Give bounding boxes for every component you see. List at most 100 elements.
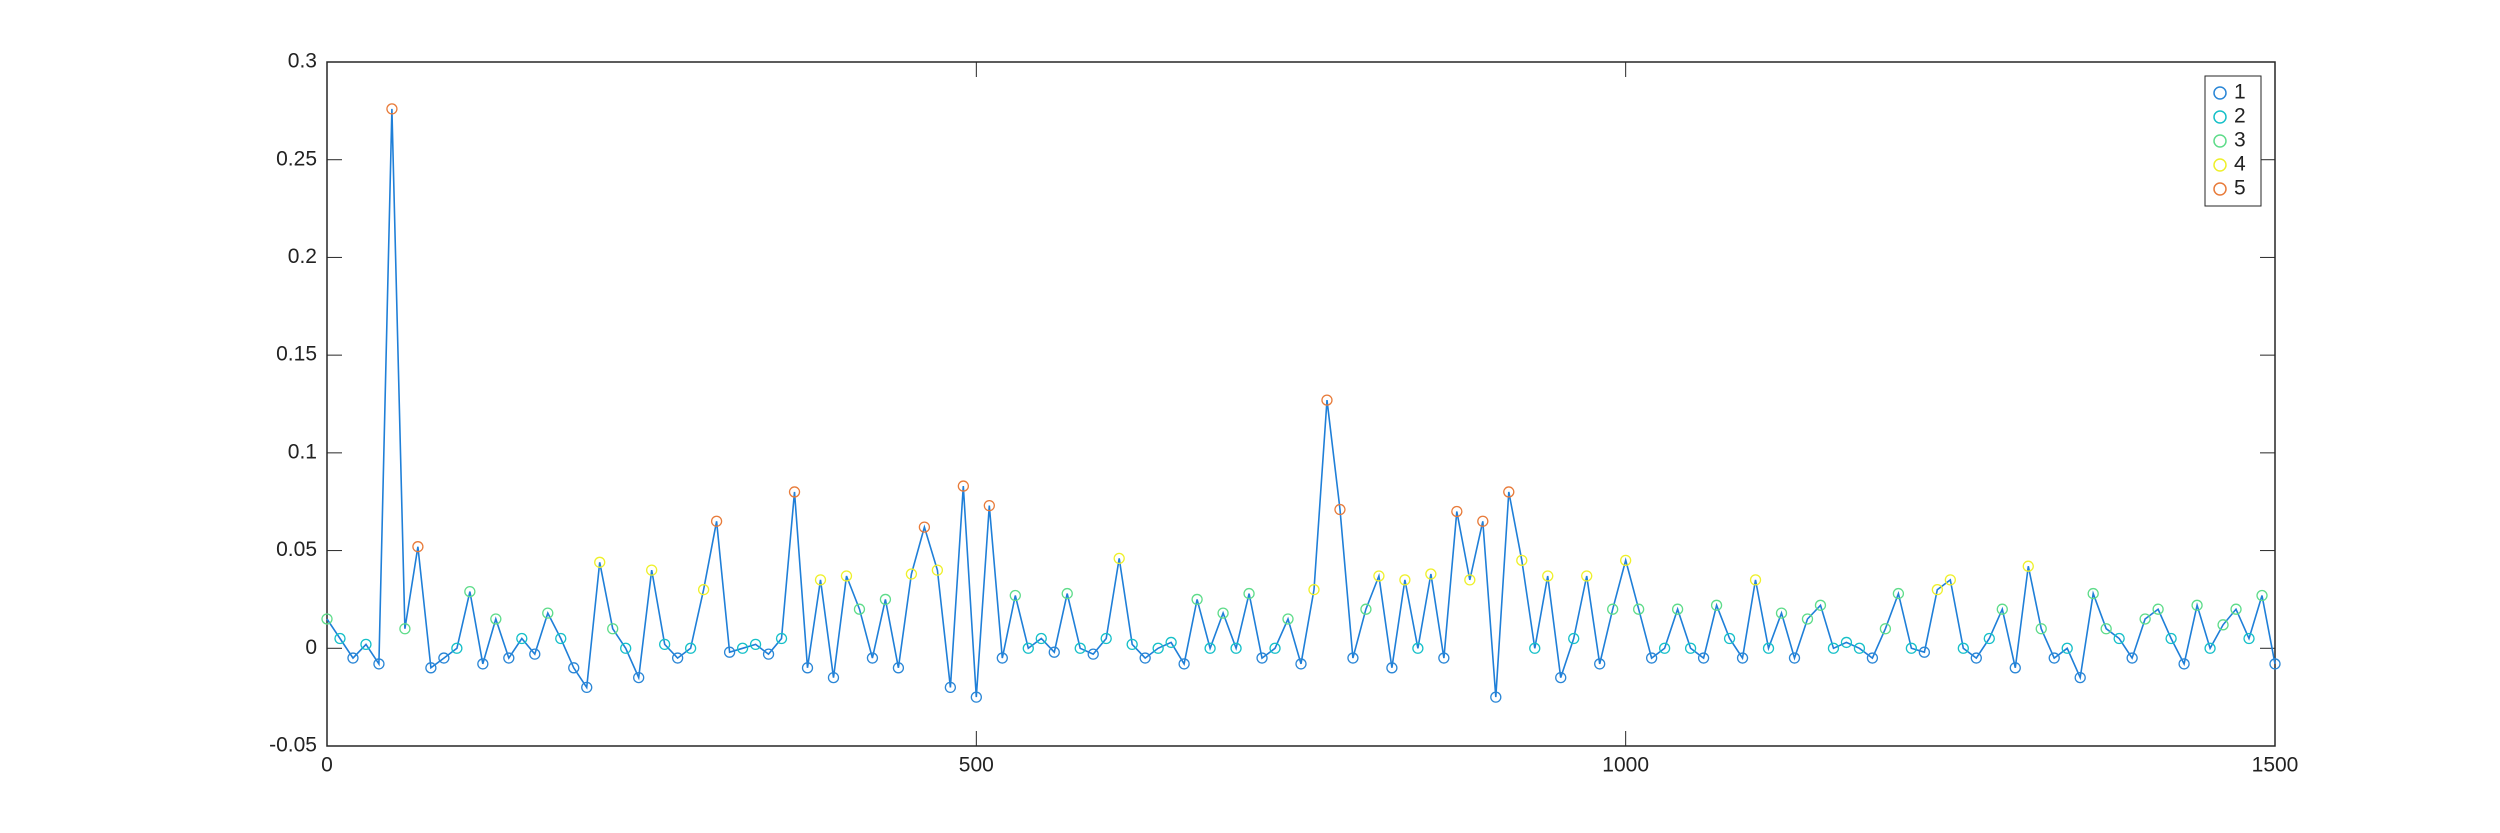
data-point (1100, 632, 1112, 645)
data-point (1879, 623, 1892, 635)
data-point (425, 662, 437, 674)
plot-area (326, 61, 2276, 747)
x-tick-label: 1000 (1602, 754, 1649, 777)
y-tick-label: 0 (305, 636, 317, 659)
data-point (866, 652, 879, 664)
data-point (1905, 642, 1918, 654)
data-point (1243, 587, 1255, 600)
data-point (814, 574, 827, 586)
data-point (451, 642, 463, 654)
y-tick-label: 0.2 (288, 245, 317, 268)
data-point (2087, 587, 2099, 600)
legend-label: 1 (2234, 81, 2246, 104)
data-point (594, 556, 606, 568)
data-point (1191, 593, 1203, 606)
data-point (801, 662, 814, 674)
data-point (1866, 652, 1879, 664)
data-point (879, 593, 892, 606)
data-point (1022, 642, 1034, 654)
data-point (1931, 584, 1943, 596)
data-point (1607, 603, 1619, 615)
data-point (2113, 632, 2125, 645)
data-point (892, 662, 905, 674)
data-point (1633, 603, 1645, 615)
data-point (1775, 607, 1788, 619)
data-point (1762, 642, 1775, 654)
data-point (1503, 486, 1515, 498)
data-point (983, 499, 995, 512)
data-point (2204, 642, 2216, 654)
data-point (1282, 613, 1294, 625)
data-point (1568, 632, 1580, 645)
data-point (1490, 691, 1502, 703)
data-point (1542, 570, 1554, 582)
data-point (555, 632, 567, 645)
data-point (1957, 642, 1969, 654)
data-point (2061, 642, 2073, 654)
data-point (827, 671, 840, 684)
data-point (1788, 652, 1801, 664)
data-point (1814, 599, 1827, 611)
data-point (762, 648, 775, 660)
y-tick-label: 0.05 (276, 538, 317, 561)
data-point (581, 681, 593, 694)
x-tick-label: 0 (321, 754, 333, 777)
data-point (775, 632, 788, 645)
data-point (1412, 642, 1424, 654)
data-point (633, 671, 645, 684)
data-point (710, 515, 723, 527)
data-point (373, 658, 385, 670)
data-point (1035, 632, 1047, 645)
data-point (1204, 642, 1216, 654)
legend-label: 3 (2234, 129, 2246, 152)
legend-label: 4 (2234, 153, 2246, 176)
data-point (2269, 658, 2281, 670)
data-point (1139, 652, 1151, 664)
data-point (360, 638, 372, 651)
data-point (1918, 646, 1931, 658)
data-point (386, 103, 398, 115)
data-point (1009, 589, 1021, 602)
data-point (931, 564, 944, 576)
legend-marker (2213, 86, 2227, 100)
data-point (490, 613, 502, 625)
data-point (1373, 570, 1385, 582)
data-point (1970, 652, 1982, 664)
data-point (1581, 570, 1593, 582)
legend-marker (2213, 110, 2227, 124)
data-point (1944, 574, 1956, 586)
data-point (1178, 658, 1190, 670)
legend-marker (2213, 134, 2227, 148)
data-point (347, 652, 359, 664)
data-point (1464, 574, 1476, 586)
data-point (1892, 587, 1905, 600)
data-point (1983, 632, 1995, 645)
data-point (1321, 394, 1333, 406)
data-point (1594, 658, 1606, 670)
data-point (503, 652, 515, 664)
data-point (1386, 662, 1398, 674)
data-point (853, 603, 866, 615)
data-point (2126, 652, 2138, 664)
data-point (412, 541, 424, 553)
data-point (1126, 638, 1138, 651)
y-tick-label: -0.05 (269, 734, 317, 757)
data-point (1152, 642, 1164, 654)
data-point (2048, 652, 2060, 664)
data-point (1827, 642, 1840, 654)
data-point (2009, 662, 2021, 674)
data-point (749, 638, 762, 651)
data-point (516, 632, 528, 645)
data-point (1620, 554, 1632, 566)
legend-marker (2213, 182, 2227, 196)
data-point (1074, 642, 1086, 654)
data-point (1061, 587, 1073, 600)
data-point (568, 662, 580, 674)
data-point (1555, 671, 1567, 684)
data-point (1360, 603, 1372, 615)
y-tick-label: 0.3 (288, 50, 317, 73)
data-point (1334, 503, 1346, 516)
